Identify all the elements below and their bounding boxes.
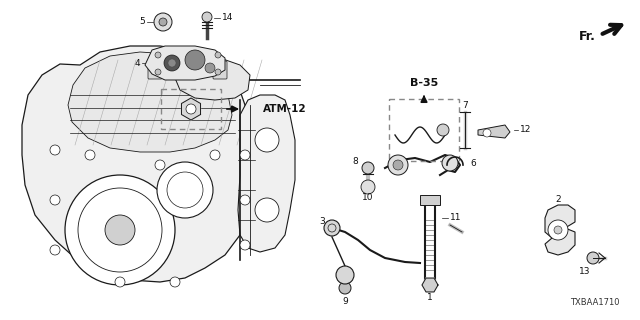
Circle shape: [548, 220, 568, 240]
Circle shape: [50, 195, 60, 205]
Text: 9: 9: [342, 298, 348, 307]
Circle shape: [215, 52, 221, 58]
Text: 13: 13: [579, 268, 591, 276]
Circle shape: [483, 129, 491, 137]
Circle shape: [388, 155, 408, 175]
Polygon shape: [145, 46, 225, 80]
Text: 12: 12: [520, 125, 531, 134]
Text: ATM-12: ATM-12: [263, 104, 307, 114]
Circle shape: [362, 162, 374, 174]
Circle shape: [159, 18, 167, 26]
Text: 5: 5: [140, 18, 145, 27]
Circle shape: [240, 195, 250, 205]
Polygon shape: [182, 98, 200, 120]
Circle shape: [105, 215, 135, 245]
Polygon shape: [175, 58, 250, 100]
Polygon shape: [422, 278, 438, 292]
Circle shape: [339, 282, 351, 294]
FancyBboxPatch shape: [193, 56, 207, 74]
Circle shape: [155, 160, 165, 170]
Circle shape: [157, 162, 213, 218]
Circle shape: [587, 252, 599, 264]
Polygon shape: [238, 95, 295, 252]
Circle shape: [215, 69, 221, 75]
Circle shape: [393, 160, 403, 170]
Text: 1: 1: [427, 293, 433, 302]
Text: 4: 4: [134, 59, 140, 68]
Circle shape: [186, 104, 196, 114]
Polygon shape: [68, 52, 232, 152]
Circle shape: [240, 150, 250, 160]
Circle shape: [240, 240, 250, 250]
Text: 2: 2: [555, 196, 561, 204]
Text: Fr.: Fr.: [579, 30, 596, 44]
Circle shape: [336, 266, 354, 284]
Circle shape: [155, 52, 161, 58]
FancyBboxPatch shape: [420, 195, 440, 205]
Polygon shape: [22, 46, 250, 282]
Text: 8: 8: [352, 157, 358, 166]
Circle shape: [170, 277, 180, 287]
Text: 11: 11: [450, 213, 461, 222]
Circle shape: [255, 128, 279, 152]
Circle shape: [185, 50, 205, 70]
Circle shape: [202, 12, 212, 22]
Circle shape: [65, 175, 175, 285]
Circle shape: [168, 59, 176, 67]
Circle shape: [50, 245, 60, 255]
Text: 3: 3: [319, 218, 325, 227]
Text: 7: 7: [462, 100, 468, 109]
FancyBboxPatch shape: [213, 61, 227, 79]
Circle shape: [361, 180, 375, 194]
Circle shape: [164, 55, 180, 71]
Circle shape: [155, 69, 161, 75]
Text: B-35: B-35: [410, 78, 438, 88]
FancyBboxPatch shape: [168, 56, 182, 74]
Circle shape: [115, 277, 125, 287]
Text: 10: 10: [362, 193, 374, 202]
Circle shape: [50, 145, 60, 155]
Circle shape: [205, 63, 215, 73]
Circle shape: [255, 198, 279, 222]
Text: 14: 14: [222, 13, 234, 22]
Text: TXBAA1710: TXBAA1710: [570, 298, 620, 307]
Circle shape: [210, 150, 220, 160]
Circle shape: [324, 220, 340, 236]
Text: 6: 6: [470, 158, 476, 167]
Circle shape: [442, 155, 458, 171]
Circle shape: [85, 150, 95, 160]
Polygon shape: [545, 205, 575, 255]
Circle shape: [437, 124, 449, 136]
Circle shape: [154, 13, 172, 31]
Polygon shape: [478, 125, 510, 138]
FancyBboxPatch shape: [148, 61, 162, 79]
Circle shape: [554, 226, 562, 234]
